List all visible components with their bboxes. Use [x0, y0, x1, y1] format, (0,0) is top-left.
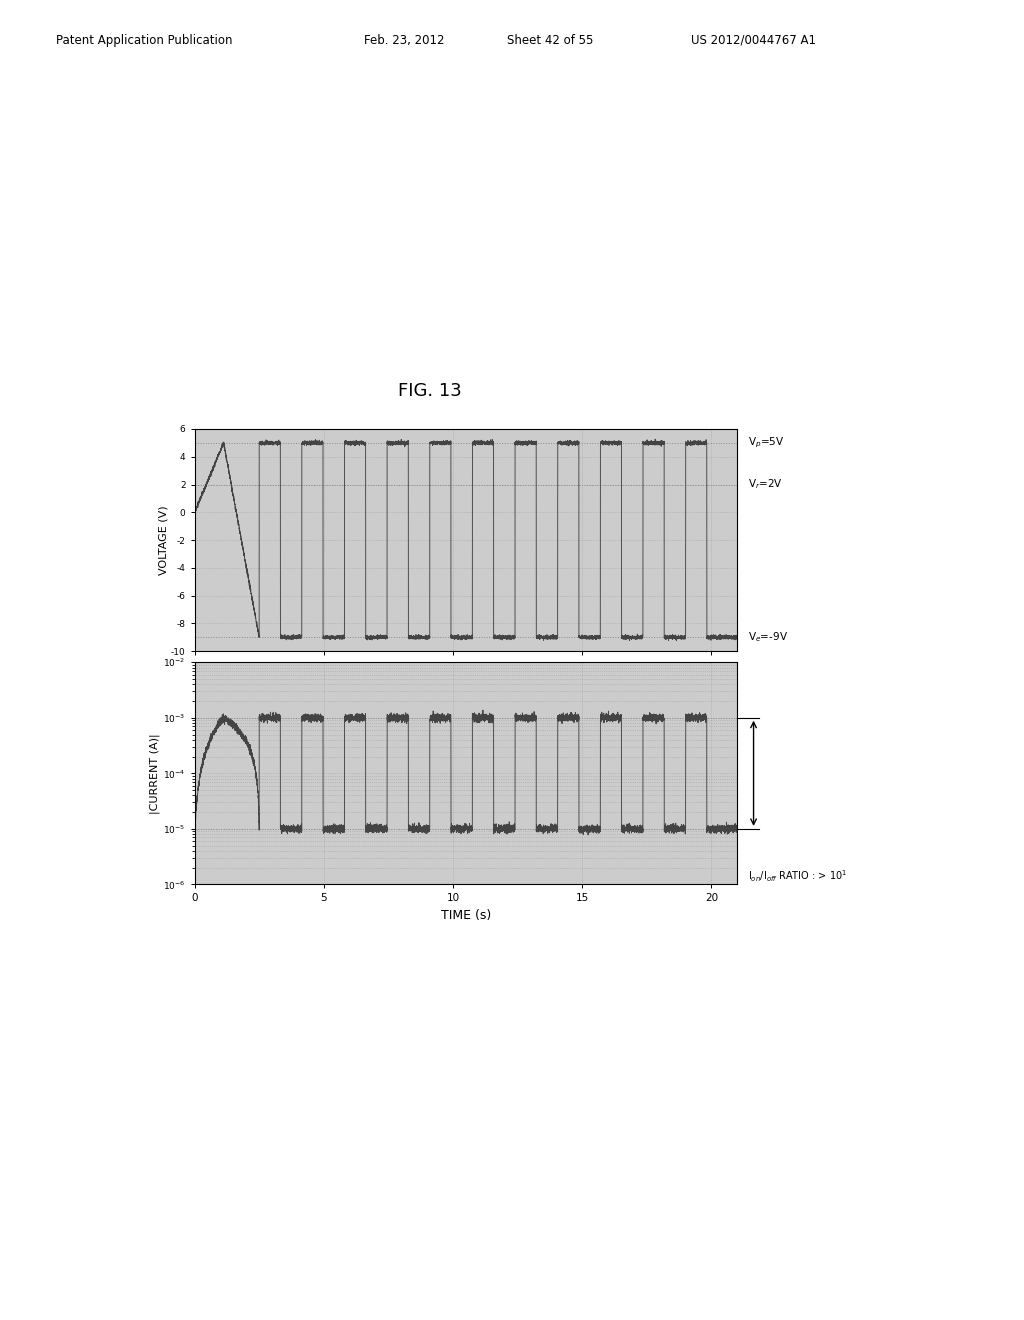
Y-axis label: VOLTAGE (V): VOLTAGE (V)	[158, 506, 168, 576]
Text: US 2012/0044767 A1: US 2012/0044767 A1	[691, 33, 816, 46]
Text: V$_r$=2V: V$_r$=2V	[749, 478, 783, 491]
Text: Feb. 23, 2012: Feb. 23, 2012	[364, 33, 444, 46]
Text: I$_{on}$/I$_{off}$ RATIO : > 10$^{1}$: I$_{on}$/I$_{off}$ RATIO : > 10$^{1}$	[749, 869, 848, 884]
Text: Sheet 42 of 55: Sheet 42 of 55	[507, 33, 593, 46]
Text: V$_p$=5V: V$_p$=5V	[749, 436, 784, 450]
Text: Patent Application Publication: Patent Application Publication	[56, 33, 232, 46]
Text: FIG. 13: FIG. 13	[398, 381, 462, 400]
X-axis label: TIME (s): TIME (s)	[440, 909, 492, 921]
Y-axis label: |CURRENT (A)|: |CURRENT (A)|	[150, 733, 160, 813]
Text: V$_e$=-9V: V$_e$=-9V	[749, 631, 788, 644]
